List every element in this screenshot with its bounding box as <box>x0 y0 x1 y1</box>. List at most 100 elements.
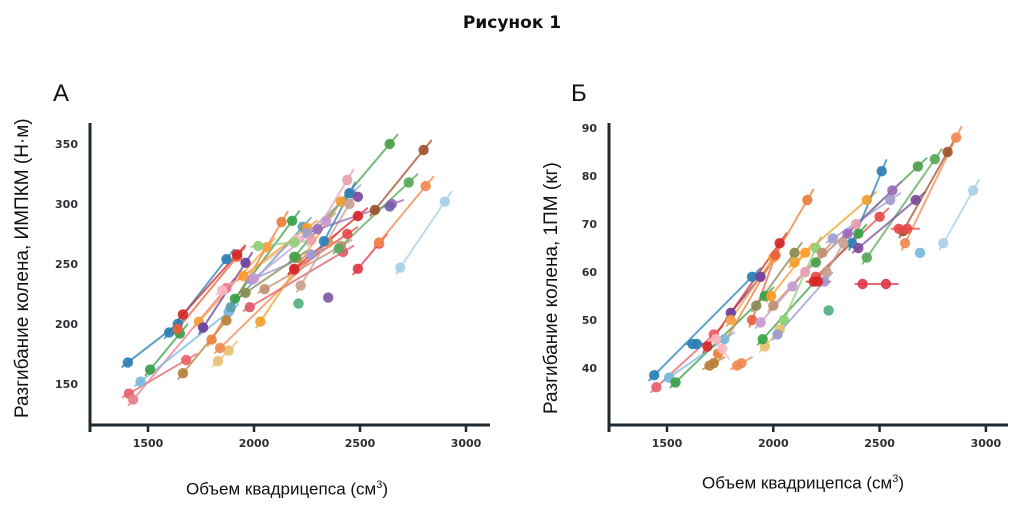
pair-line <box>172 246 246 336</box>
data-point-pre <box>746 314 758 326</box>
x-tick-label: 1500 <box>133 437 164 450</box>
data-point-pre <box>135 376 146 387</box>
data-points-b <box>649 132 979 393</box>
data-point-post <box>384 138 395 150</box>
chart-panel-a: 1500 2000 2500 3000 150 200 250 300 350 <box>55 123 490 450</box>
data-point-pre <box>306 234 317 246</box>
data-point-pre <box>789 257 800 268</box>
data-point-pre <box>757 334 768 345</box>
data-point-pre <box>214 342 226 354</box>
pair-line <box>898 140 955 239</box>
panel-label-a: А <box>53 80 70 107</box>
pair-line <box>861 148 943 265</box>
data-point-post <box>221 315 232 326</box>
panel-label-b: Б <box>571 80 587 107</box>
x-axis-label-b-sup: 3 <box>892 473 899 485</box>
pair-line <box>242 244 355 312</box>
data-point-pre <box>293 298 304 309</box>
y-tick-label: 60 <box>582 266 598 279</box>
x-tick-label: 2000 <box>239 437 270 450</box>
data-point-pre <box>649 370 660 381</box>
x-tick-label: 1500 <box>652 437 683 450</box>
data-point-pre <box>197 322 209 333</box>
data-point-post <box>887 185 898 196</box>
data-point-pre <box>248 273 260 284</box>
data-point-pre <box>312 224 323 235</box>
data-point-post <box>420 180 431 192</box>
data-point-post <box>223 345 234 356</box>
data-point-post <box>344 198 355 210</box>
data-point-post <box>770 250 781 261</box>
data-point-post <box>787 281 798 292</box>
data-point-pre <box>352 191 364 202</box>
data-point-pre <box>259 284 270 295</box>
data-point-post <box>746 271 758 282</box>
data-point-post <box>789 247 800 258</box>
data-point-post <box>708 358 719 369</box>
data-point-pre <box>289 251 300 262</box>
data-point-post <box>439 196 450 207</box>
data-point-pre <box>127 394 139 405</box>
data-point-post <box>880 278 892 290</box>
data-point-pre <box>206 334 217 345</box>
data-point-pre <box>177 309 189 320</box>
data-point-pre <box>853 242 864 254</box>
data-point-pre <box>240 287 251 298</box>
data-point-post <box>286 215 298 226</box>
data-point-pre <box>373 237 385 248</box>
data-point-pre <box>238 270 249 282</box>
data-point-pre <box>122 357 134 368</box>
data-point-pre <box>702 341 713 352</box>
data-point-pre <box>229 293 241 304</box>
data-point-post <box>861 194 873 206</box>
y-tick-label: 200 <box>55 318 78 331</box>
data-point-post <box>874 211 885 222</box>
data-point-post <box>912 161 924 172</box>
y-tick-label: 50 <box>582 314 598 327</box>
x-axis-label-b-text: Объем квадрицепса (см <box>702 473 893 493</box>
data-point-post <box>261 242 272 253</box>
data-point-pre <box>651 382 662 393</box>
y-tick-label: 40 <box>582 362 598 375</box>
data-point-pre <box>861 252 873 263</box>
data-point-post <box>180 354 192 366</box>
data-point-post <box>774 238 785 249</box>
data-point-pre <box>938 238 949 249</box>
data-point-post <box>736 358 747 369</box>
data-point-pre <box>755 317 766 328</box>
data-point-post <box>342 174 353 186</box>
pair-line <box>255 190 349 329</box>
data-point-post <box>320 215 332 226</box>
data-point-pre <box>823 305 834 316</box>
data-point-pre <box>212 356 224 367</box>
data-point-post <box>942 146 953 158</box>
data-point-pre <box>333 243 344 254</box>
data-point-pre <box>810 257 822 268</box>
data-point-pre <box>384 201 395 212</box>
x-axis-label-a: Объем квадрицепса (см3) <box>186 479 388 500</box>
data-point-post <box>755 271 766 282</box>
data-point-pre <box>710 334 722 345</box>
data-point-post <box>352 210 364 222</box>
data-point-post <box>306 249 317 260</box>
data-point-pre <box>725 314 736 326</box>
data-point-pre <box>164 327 175 338</box>
data-point-pre <box>842 228 853 239</box>
x-axis-label-b-suffix: ) <box>898 473 905 493</box>
x-tick-label: 2500 <box>345 437 376 450</box>
data-point-post <box>910 194 921 206</box>
chart-panel-b: 1500 2000 2500 3000 40 50 60 70 80 90 <box>582 122 1008 450</box>
y-tick-label: 70 <box>582 218 598 231</box>
x-axis-label-a-sup: 3 <box>376 479 383 491</box>
data-point-post <box>838 238 849 249</box>
data-point-pre <box>244 302 255 313</box>
data-point-pre <box>255 316 266 327</box>
data-point-pre <box>352 263 364 274</box>
data-point-pre <box>857 278 868 290</box>
pair-line <box>648 267 762 382</box>
data-point-post <box>276 216 287 228</box>
data-point-post <box>929 154 941 165</box>
data-point-pre <box>295 280 306 291</box>
data-point-post <box>289 237 300 248</box>
x-axis-label-a-text: Объем квадрицепса (см <box>186 479 377 499</box>
